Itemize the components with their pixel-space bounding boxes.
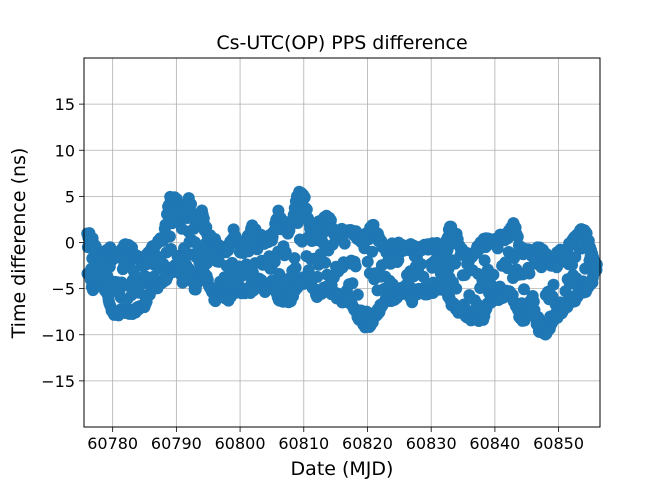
data-point <box>288 252 301 265</box>
data-point <box>298 191 311 204</box>
x-axis-label: Date (MJD) <box>291 458 394 480</box>
data-point <box>163 230 176 243</box>
chart-title: Cs-UTC(OP) PPS difference <box>216 32 467 54</box>
x-tick-label: 60800 <box>215 434 266 453</box>
data-point <box>518 283 530 296</box>
y-tick-label: 0 <box>65 234 75 253</box>
data-point <box>361 255 374 268</box>
data-point <box>289 261 302 274</box>
data-point <box>450 282 463 295</box>
x-tick-label: 60850 <box>533 434 584 453</box>
y-axis-ticks: −15 −10 −5 0 5 10 15 <box>41 95 84 391</box>
data-point <box>319 256 332 269</box>
data-point <box>268 255 281 268</box>
y-tick-label: −5 <box>51 280 75 299</box>
data-point <box>487 268 500 281</box>
x-axis-ticks: 60780 60790 60800 60810 60820 60830 60840 60850 <box>87 427 584 453</box>
data-points <box>81 185 603 341</box>
y-tick-label: 5 <box>65 187 75 206</box>
data-point <box>449 257 462 270</box>
data-point <box>351 288 364 301</box>
data-point <box>417 270 430 283</box>
x-tick-label: 60790 <box>151 434 202 453</box>
data-point <box>590 258 603 271</box>
y-tick-label: −10 <box>41 326 75 345</box>
x-tick-label: 60840 <box>469 434 520 453</box>
data-point <box>547 278 560 291</box>
data-point <box>366 245 379 258</box>
data-point <box>523 267 536 280</box>
y-tick-label: −15 <box>41 372 75 391</box>
data-point <box>349 260 362 273</box>
x-tick-label: 60820 <box>342 434 393 453</box>
x-tick-label: 60780 <box>87 434 138 453</box>
y-tick-label: 10 <box>55 141 75 160</box>
data-point <box>478 254 491 267</box>
y-tick-label: 15 <box>55 95 75 114</box>
data-point <box>415 258 428 271</box>
data-point <box>346 277 359 290</box>
data-point <box>279 246 292 259</box>
x-tick-label: 60830 <box>406 434 457 453</box>
y-axis-label: Time difference (ns) <box>8 148 30 340</box>
data-point <box>338 237 351 250</box>
data-point <box>311 270 324 283</box>
data-point <box>185 198 197 211</box>
data-point <box>302 264 315 277</box>
x-tick-label: 60810 <box>278 434 329 453</box>
